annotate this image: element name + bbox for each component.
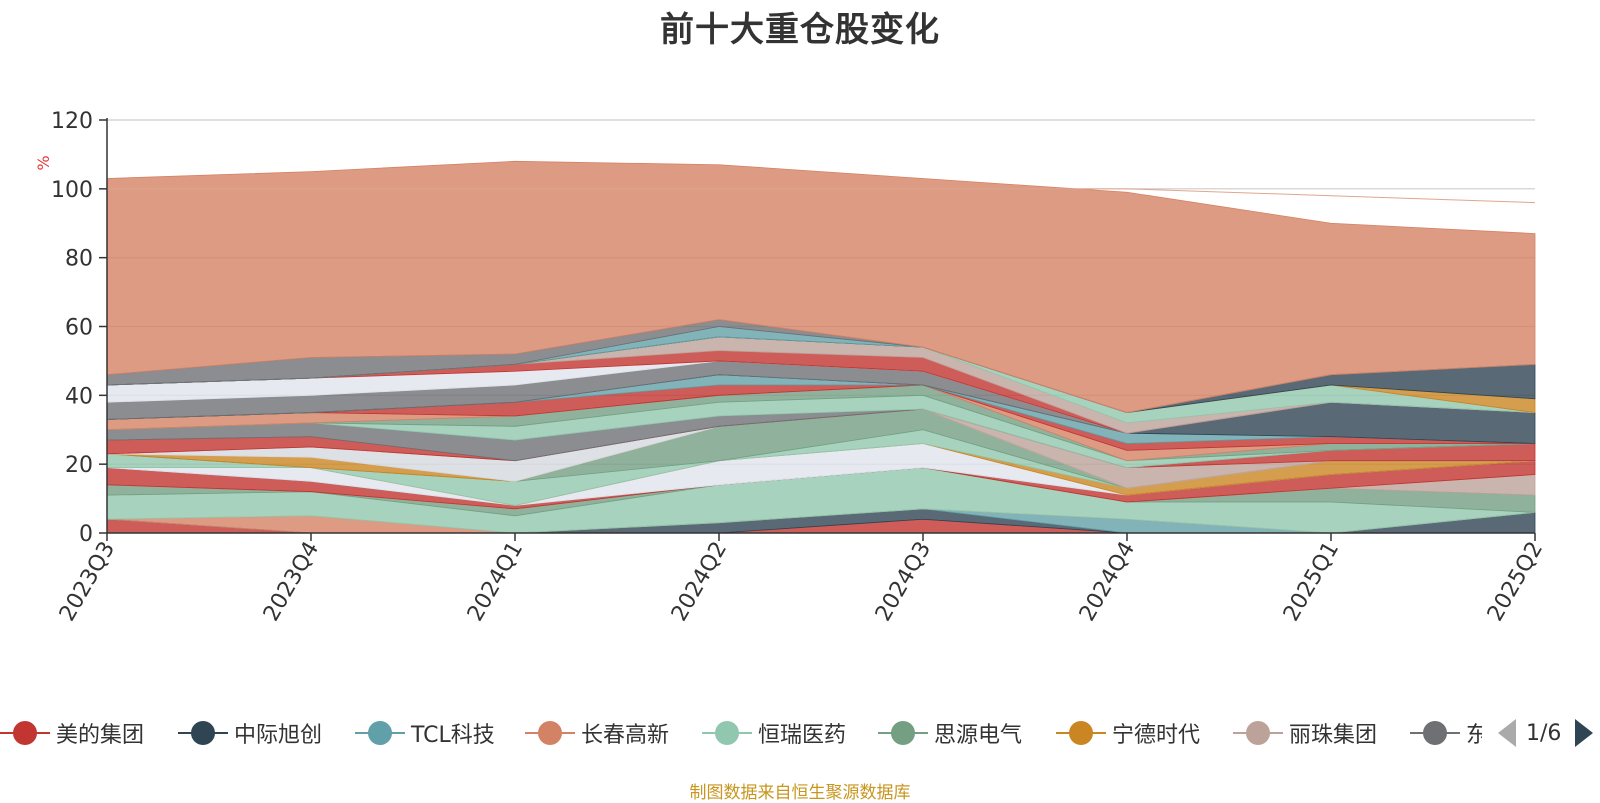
legend-swatch-icon (178, 713, 228, 753)
legend-swatch-icon (525, 713, 575, 753)
legend-item[interactable]: TCL科技 (355, 713, 495, 753)
legend-swatch-icon (355, 713, 405, 753)
chart-canvas: 0 20 40 60 80 100 120 2023Q3 2023Q4 2024Q1 2024Q2 2… (34, 109, 1548, 626)
x-tick-label: 2023Q3 (55, 538, 120, 626)
legend-items: 美的集团 中际旭创 TCL科技 长春高新 恒瑞医药 思源电气 宁德时代 丽珠集团 东 (0, 713, 1482, 753)
legend-item[interactable]: 宁德时代 (1056, 713, 1200, 753)
legend-page-indicator: 1/6 (1526, 720, 1562, 746)
stack-area (106, 160, 1536, 413)
legend-item[interactable]: 恒瑞医药 (702, 713, 846, 753)
legend-swatch-icon (1410, 713, 1460, 753)
stacked-areas (106, 160, 1536, 534)
legend-item[interactable]: 中际旭创 (178, 713, 322, 753)
legend-label: 宁德时代 (1112, 723, 1201, 748)
legend-swatch-icon (0, 713, 50, 753)
chart-title: 前十大重仓股变化 (660, 10, 940, 50)
legend-label: 思源电气 (934, 723, 1023, 748)
data-source-note: 制图数据来自恒生聚源数据库 (689, 783, 911, 803)
y-tick-label: 60 (65, 316, 93, 341)
legend-label: 长春高新 (581, 723, 670, 748)
x-tick-label: 2024Q4 (1075, 538, 1140, 626)
y-tick-label: 20 (65, 453, 93, 478)
x-tick-label: 2025Q1 (1279, 538, 1344, 626)
legend-swatch-icon (702, 713, 752, 753)
y-axis-unit-label: % (34, 155, 53, 170)
legend-item[interactable]: 东 (1410, 713, 1482, 753)
legend-next-page-icon[interactable] (1575, 719, 1594, 747)
legend-label: TCL科技 (411, 723, 495, 748)
y-tick-label: 40 (65, 384, 93, 409)
y-tick-label: 120 (51, 109, 93, 134)
legend-pager: 1/6 (1498, 713, 1594, 753)
legend-label: 恒瑞医药 (758, 723, 847, 748)
legend-swatch-icon (1056, 713, 1106, 753)
total-line (107, 188, 1536, 204)
x-tick-label: 2024Q1 (463, 538, 528, 626)
legend-label: 东 (1466, 723, 1482, 748)
legend-item[interactable]: 美的集团 (0, 713, 144, 753)
x-tick-label: 2024Q2 (667, 538, 732, 626)
y-tick-label: 0 (79, 522, 93, 547)
legend-label: 美的集团 (56, 723, 145, 748)
legend-item[interactable]: 长春高新 (525, 713, 669, 753)
x-tick-label: 2024Q3 (871, 538, 936, 626)
legend-label: 中际旭创 (234, 723, 323, 748)
legend-label: 丽珠集团 (1289, 723, 1378, 748)
x-tick-label: 2025Q2 (1483, 538, 1548, 626)
x-tick-label: 2023Q4 (259, 538, 324, 626)
legend-prev-page-icon[interactable] (1498, 719, 1516, 747)
legend-swatch-icon (878, 713, 928, 753)
legend-item[interactable]: 思源电气 (878, 713, 1022, 753)
legend-item[interactable]: 丽珠集团 (1233, 713, 1377, 753)
y-tick-label: 80 (65, 247, 93, 272)
y-tick-label: 100 (51, 178, 93, 203)
legend: 美的集团 中际旭创 TCL科技 长春高新 恒瑞医药 思源电气 宁德时代 丽珠集团 东 1/6 (0, 713, 1600, 753)
legend-swatch-icon (1233, 713, 1283, 753)
